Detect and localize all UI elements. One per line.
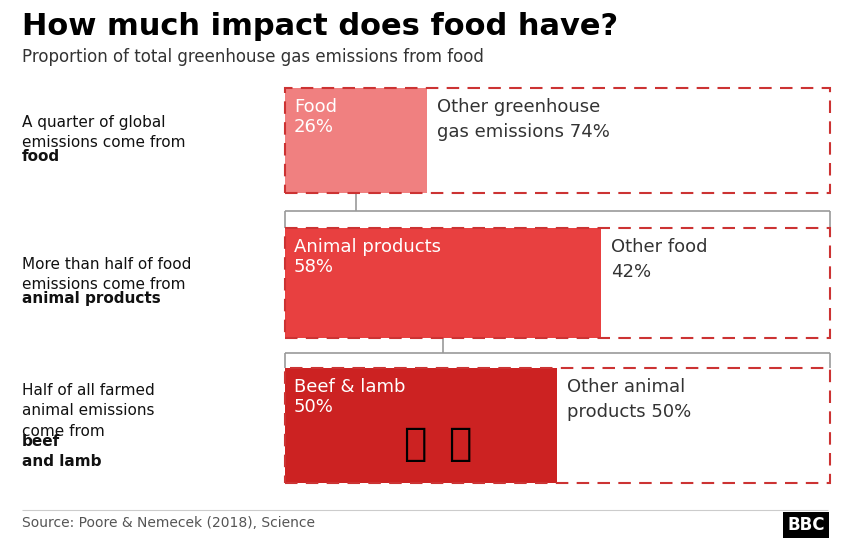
Bar (285, 88, 830, 193)
Bar (285, 88, 427, 193)
Bar (285, 228, 830, 338)
Bar (285, 368, 558, 483)
Text: Proportion of total greenhouse gas emissions from food: Proportion of total greenhouse gas emiss… (22, 48, 484, 66)
Text: A quarter of global
emissions come from: A quarter of global emissions come from (22, 115, 185, 151)
Text: More than half of food
emissions come from: More than half of food emissions come fr… (22, 257, 191, 292)
Bar (285, 368, 830, 483)
Text: 26%: 26% (294, 118, 334, 136)
Text: How much impact does food have?: How much impact does food have? (22, 12, 618, 41)
Text: Other animal
products 50%: Other animal products 50% (568, 378, 692, 421)
Text: animal products: animal products (22, 291, 161, 306)
Text: Beef & lamb: Beef & lamb (294, 378, 405, 396)
Text: 🍖: 🍖 (448, 425, 472, 463)
Text: Source: Poore & Nemecek (2018), Science: Source: Poore & Nemecek (2018), Science (22, 516, 315, 530)
Text: 58%: 58% (294, 258, 334, 276)
Text: Other greenhouse
gas emissions 74%: Other greenhouse gas emissions 74% (437, 98, 609, 141)
Text: Half of all farmed
animal emissions
come from: Half of all farmed animal emissions come… (22, 383, 155, 439)
Text: Food: Food (294, 98, 337, 116)
Text: Animal products: Animal products (294, 238, 441, 256)
Text: food: food (22, 149, 60, 164)
Bar (285, 228, 601, 338)
Text: 50%: 50% (294, 398, 334, 416)
Text: 🥩: 🥩 (403, 425, 427, 463)
Text: beef
and lamb: beef and lamb (22, 434, 101, 469)
Text: Other food
42%: Other food 42% (611, 238, 707, 281)
Text: BBC: BBC (787, 516, 825, 534)
